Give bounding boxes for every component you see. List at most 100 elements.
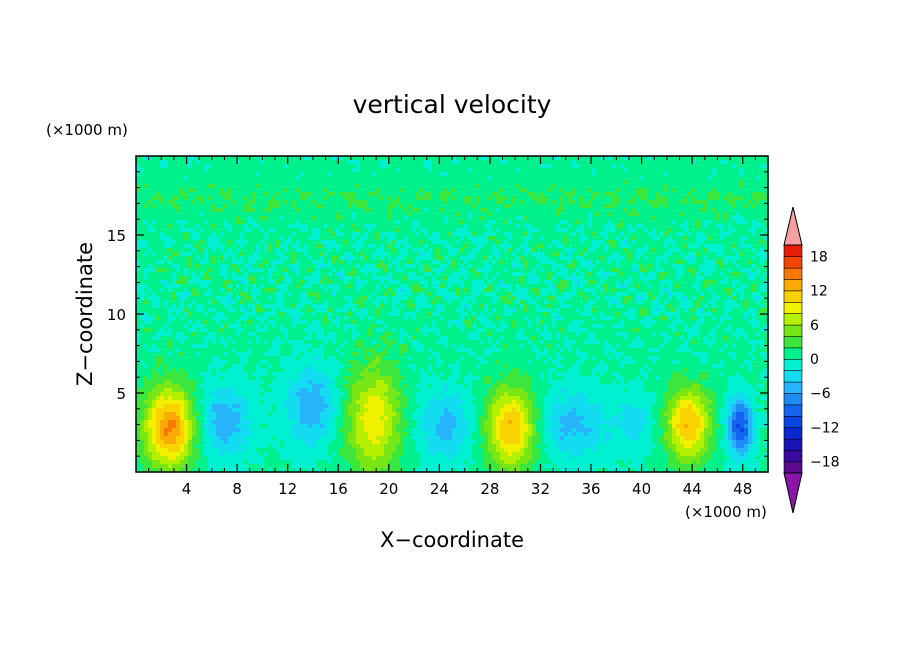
contour-cell <box>328 256 333 261</box>
contour-cell <box>764 252 769 257</box>
contour-cell <box>596 196 601 201</box>
contour-cell <box>516 200 521 205</box>
contour-cell <box>392 264 397 269</box>
contour-cell <box>412 180 417 185</box>
contour-cell <box>652 172 657 177</box>
contour-cell <box>240 160 245 165</box>
contour-cell <box>488 220 493 225</box>
contour-cell <box>156 236 161 241</box>
contour-cell <box>400 248 405 253</box>
contour-cell <box>268 204 273 209</box>
contour-cell <box>412 232 417 237</box>
contour-cell <box>688 252 693 257</box>
contour-cell <box>260 244 265 249</box>
contour-cell <box>280 260 285 265</box>
contour-cell <box>432 208 437 213</box>
contour-cell <box>260 180 265 185</box>
contour-cell <box>248 216 253 221</box>
contour-cell <box>176 224 181 229</box>
contour-cell <box>764 188 769 193</box>
contour-cell <box>528 228 533 233</box>
contour-cell <box>464 276 469 281</box>
contour-cell <box>368 240 373 245</box>
contour-cell <box>560 224 565 229</box>
contour-cell <box>312 204 317 209</box>
contour-cell <box>140 228 145 233</box>
contour-cell <box>476 276 481 281</box>
contour-cell <box>376 244 381 249</box>
contour-cell <box>148 188 153 193</box>
contour-cell <box>236 240 241 245</box>
contour-cell <box>532 164 537 169</box>
contour-cell <box>524 160 529 165</box>
contour-cell <box>480 208 485 213</box>
contour-cell <box>152 164 157 169</box>
contour-cell <box>624 156 629 161</box>
contour-cell <box>332 236 337 241</box>
contour-cell <box>668 216 673 221</box>
contour-cell <box>252 228 257 233</box>
contour-cell <box>268 232 273 237</box>
contour-cell <box>156 164 161 169</box>
contour-cell <box>248 232 253 237</box>
contour-cell <box>596 168 601 173</box>
contour-cell <box>452 164 457 169</box>
contour-cell <box>196 172 201 177</box>
contour-cell <box>288 180 293 185</box>
contour-cell <box>152 236 157 241</box>
contour-cell <box>360 224 365 229</box>
contour-cell <box>504 268 509 273</box>
contour-cell <box>528 192 533 197</box>
contour-cell <box>300 256 305 261</box>
contour-cell <box>180 268 185 273</box>
contour-cell <box>724 256 729 261</box>
contour-cell <box>624 220 629 225</box>
contour-cell <box>764 232 769 237</box>
contour-cell <box>508 184 513 189</box>
contour-cell <box>544 156 549 161</box>
contour-cell <box>420 232 425 237</box>
contour-cell <box>728 260 733 265</box>
contour-cell <box>224 172 229 177</box>
contour-cell <box>144 156 149 161</box>
contour-cell <box>684 252 689 257</box>
contour-cell <box>184 280 189 285</box>
contour-cell <box>584 236 589 241</box>
contour-cell <box>300 268 305 273</box>
contour-cell <box>452 156 457 161</box>
contour-cell <box>168 212 173 217</box>
contour-cell <box>320 196 325 201</box>
contour-cell <box>256 168 261 173</box>
contour-cell <box>484 268 489 273</box>
contour-cell <box>396 256 401 261</box>
contour-cell <box>656 232 661 237</box>
contour-cell <box>136 200 141 205</box>
contour-cell <box>308 192 313 197</box>
contour-cell <box>760 272 765 277</box>
contour-cell <box>544 244 549 249</box>
contour-cell <box>420 188 425 193</box>
contour-cell <box>296 252 301 257</box>
contour-cell <box>188 208 193 213</box>
contour-cell <box>660 248 665 253</box>
contour-cell <box>572 244 577 249</box>
contour-cell <box>200 220 205 225</box>
contour-cell <box>608 192 613 197</box>
chart-title: vertical velocity <box>353 90 552 119</box>
contour-cell <box>296 276 301 281</box>
contour-cell <box>628 240 633 245</box>
contour-cell <box>196 248 201 253</box>
contour-cell <box>572 268 577 273</box>
contour-cell <box>540 220 545 225</box>
contour-cell <box>264 212 269 217</box>
contour-cell <box>156 260 161 265</box>
contour-cell <box>664 184 669 189</box>
contour-cell <box>756 228 761 233</box>
contour-cell <box>520 156 525 161</box>
contour-cell <box>336 240 341 245</box>
contour-cell <box>416 192 421 197</box>
contour-cell <box>268 244 273 249</box>
contour-cell <box>220 260 225 265</box>
contour-cell <box>596 260 601 265</box>
contour-cell <box>196 256 201 261</box>
